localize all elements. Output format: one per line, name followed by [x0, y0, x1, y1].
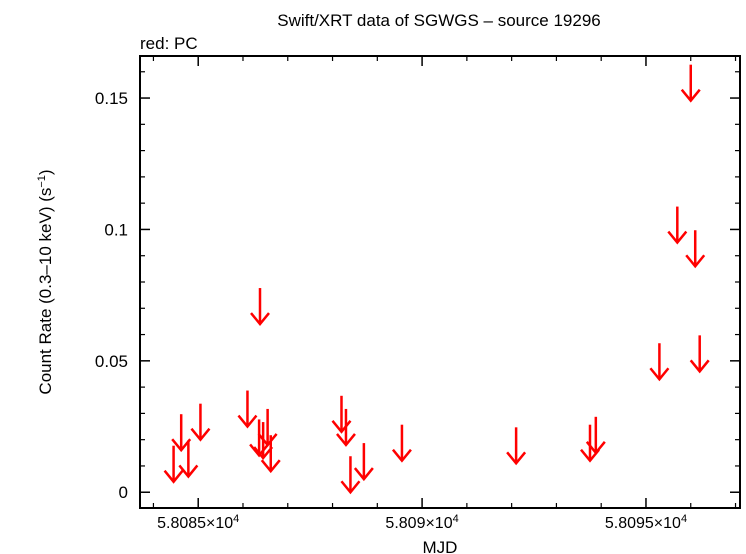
- upper-limit-arrow: [163, 445, 184, 484]
- plot-frame: [139, 55, 741, 509]
- chart-title: Swift/XRT data of SGWGS – source 19296: [277, 11, 600, 30]
- upper-limit-arrow: [506, 427, 527, 466]
- upper-limit-arrow: [689, 335, 710, 374]
- upper-limit-arrow: [340, 456, 361, 495]
- y-axis-label-close: ): [36, 169, 55, 175]
- upper-limit-arrow: [649, 343, 670, 382]
- x-tick-label: 5.809×104: [385, 513, 458, 532]
- x-tick-label: 5.8095×104: [605, 513, 687, 532]
- y-tick-label: 0: [119, 483, 128, 502]
- chart-subtitle: red: PC: [140, 34, 198, 53]
- upper-limit-arrow: [353, 443, 374, 482]
- upper-limit-arrow: [336, 408, 356, 447]
- x-tick-label: 5.8085×104: [157, 513, 239, 532]
- upper-limit-arrow: [249, 419, 270, 458]
- upper-limit-arrow: [190, 403, 211, 442]
- upper-limit-arrow: [391, 424, 412, 463]
- y-axis-label-main: Count Rate (0.3–10 keV) (s: [36, 188, 55, 395]
- y-axis-label: Count Rate (0.3–10 keV) (s−1): [36, 169, 55, 394]
- upper-limit-arrow: [237, 390, 258, 429]
- upper-limit-arrow: [685, 230, 706, 269]
- y-tick-label: 0.1: [104, 220, 128, 239]
- upper-limit-arrow: [667, 206, 688, 245]
- upper-limit-arrow: [260, 435, 281, 474]
- upper-limit-arrow: [585, 416, 606, 455]
- y-tick-label: 0.05: [95, 352, 128, 371]
- axis-ticks: 0 0.05 0.1 0.15 5.8085×104 5.809×104 5.8095×10…: [95, 56, 740, 532]
- y-axis-label-exponent: −1: [36, 175, 48, 188]
- upper-limit-arrow: [178, 440, 199, 479]
- data-marks: [163, 64, 710, 495]
- upper-limit-arrow: [331, 395, 352, 434]
- upper-limit-arrow: [680, 64, 701, 103]
- upper-limit-arrow: [257, 408, 278, 447]
- y-tick-label: 0.15: [95, 89, 128, 108]
- upper-limit-arrow: [250, 288, 270, 327]
- x-axis-label: MJD: [423, 538, 458, 554]
